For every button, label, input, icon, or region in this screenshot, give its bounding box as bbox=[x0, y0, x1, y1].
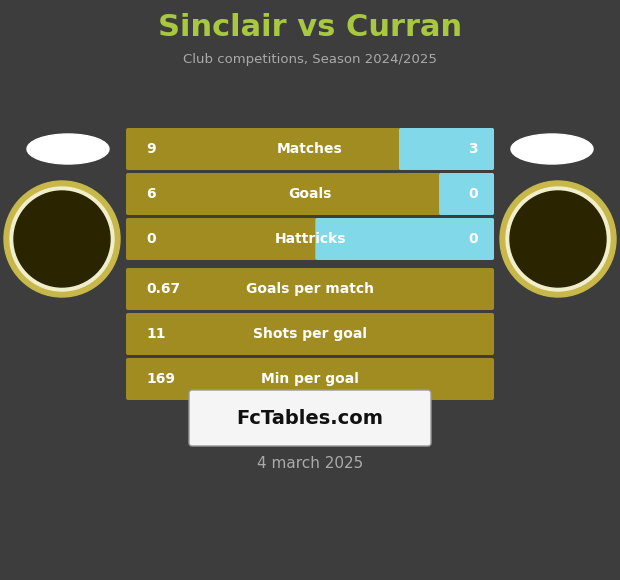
FancyBboxPatch shape bbox=[399, 128, 494, 170]
Ellipse shape bbox=[27, 134, 109, 164]
Text: Matches: Matches bbox=[277, 142, 343, 156]
Text: Sinclair vs Curran: Sinclair vs Curran bbox=[158, 13, 462, 42]
Text: 0: 0 bbox=[468, 187, 478, 201]
Text: 0.67: 0.67 bbox=[146, 282, 180, 296]
Text: Goals: Goals bbox=[288, 187, 332, 201]
Text: 3: 3 bbox=[468, 142, 478, 156]
FancyBboxPatch shape bbox=[189, 390, 431, 446]
Circle shape bbox=[506, 187, 610, 291]
Circle shape bbox=[4, 181, 120, 297]
FancyBboxPatch shape bbox=[439, 173, 494, 215]
Circle shape bbox=[510, 191, 606, 287]
Text: 169: 169 bbox=[146, 372, 175, 386]
Circle shape bbox=[10, 187, 114, 291]
Circle shape bbox=[14, 191, 110, 287]
Text: FcTables.com: FcTables.com bbox=[236, 408, 384, 427]
Text: 4 march 2025: 4 march 2025 bbox=[257, 455, 363, 470]
FancyBboxPatch shape bbox=[126, 313, 494, 355]
Text: 11: 11 bbox=[146, 327, 166, 341]
Text: 0: 0 bbox=[146, 232, 156, 246]
Text: 6: 6 bbox=[146, 187, 156, 201]
FancyBboxPatch shape bbox=[126, 218, 494, 260]
FancyBboxPatch shape bbox=[126, 358, 494, 400]
Text: Club competitions, Season 2024/2025: Club competitions, Season 2024/2025 bbox=[183, 53, 437, 67]
Circle shape bbox=[500, 181, 616, 297]
Text: Min per goal: Min per goal bbox=[261, 372, 359, 386]
Text: 9: 9 bbox=[146, 142, 156, 156]
FancyBboxPatch shape bbox=[316, 218, 494, 260]
Text: Hattricks: Hattricks bbox=[274, 232, 346, 246]
FancyBboxPatch shape bbox=[126, 173, 494, 215]
Text: Shots per goal: Shots per goal bbox=[253, 327, 367, 341]
Text: Goals per match: Goals per match bbox=[246, 282, 374, 296]
Text: 0: 0 bbox=[468, 232, 478, 246]
Ellipse shape bbox=[511, 134, 593, 164]
FancyBboxPatch shape bbox=[126, 128, 494, 170]
FancyBboxPatch shape bbox=[126, 268, 494, 310]
